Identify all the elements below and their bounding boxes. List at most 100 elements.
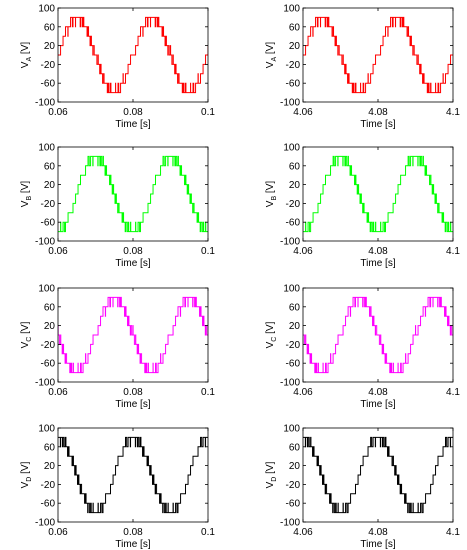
series-line-0 <box>58 296 208 374</box>
y-axis-label-main: V <box>265 200 276 207</box>
x-tick-label: 0.06 <box>48 387 68 398</box>
y-tick-label: -100 <box>280 518 300 529</box>
axes-frame <box>57 146 209 242</box>
x-tick-label: 4.1 <box>446 246 460 257</box>
y-tick-label: 60 <box>289 302 301 313</box>
y-axis-label-sub: B <box>271 196 278 201</box>
y-tick-label: 60 <box>44 442 56 453</box>
y-axis-label-unit: [V] <box>20 321 31 336</box>
y-tick-label: 100 <box>283 4 300 15</box>
y-axis-label-unit: [V] <box>265 461 276 476</box>
y-tick-label: -60 <box>286 359 301 370</box>
x-axis-label: Time [s] <box>360 119 395 130</box>
y-axis-label: VB [V] <box>20 181 33 208</box>
chart-panel-VB-late: -100 -60 -20 20 60 100 4.06 4.08 4.1 Time [s] VB [… <box>265 143 460 270</box>
y-tick-label: -20 <box>41 199 56 210</box>
x-tick-label: 0.06 <box>48 107 68 118</box>
x-axis-label: Time [s] <box>360 258 395 269</box>
y-tick-label: -20 <box>286 60 301 71</box>
chart-panel-VC-early: -100 -60 -20 20 60 100 0.06 0.08 0.1 Time [s] VC [… <box>20 284 215 411</box>
y-tick-label: 100 <box>38 424 55 435</box>
y-axis-label-unit: [V] <box>20 42 31 57</box>
series-line-0 <box>303 155 453 233</box>
y-tick-label: 100 <box>283 143 300 154</box>
y-tick-label: 20 <box>44 180 56 191</box>
y-axis-label-main: V <box>265 481 276 488</box>
x-tick-label: 4.06 <box>293 387 313 398</box>
y-tick-label: -100 <box>280 98 300 109</box>
x-axis-label: Time [s] <box>115 399 150 410</box>
y-tick-label: -60 <box>286 218 301 229</box>
y-tick-label: 100 <box>38 284 55 295</box>
axes-frame <box>302 146 454 242</box>
x-tick-label: 0.1 <box>201 387 215 398</box>
y-tick-label: -60 <box>41 499 56 510</box>
y-tick-label: -20 <box>286 199 301 210</box>
chart-panel-VD-early: -100 -60 -20 20 60 100 0.06 0.08 0.1 Time [s] VD [… <box>20 424 215 550</box>
series-line-0 <box>303 16 453 94</box>
y-tick-label: -20 <box>41 340 56 351</box>
y-axis-label-sub: A <box>271 57 278 62</box>
series-line-0 <box>58 16 208 94</box>
y-axis-label: VD [V] <box>265 461 278 488</box>
axes-frame <box>302 427 454 523</box>
y-axis-label-main: V <box>265 61 276 68</box>
y-tick-label: 100 <box>38 4 55 15</box>
y-axis-label-main: V <box>20 61 31 68</box>
x-tick-label: 4.1 <box>446 107 460 118</box>
y-tick-label: -100 <box>35 98 55 109</box>
x-tick-label: 4.08 <box>368 387 388 398</box>
axes-frame <box>57 427 209 523</box>
y-tick-label: 60 <box>289 442 301 453</box>
x-tick-label: 0.08 <box>123 246 143 257</box>
y-axis-label: VD [V] <box>20 461 33 488</box>
x-axis-label: Time [s] <box>115 539 150 550</box>
y-tick-label: -100 <box>35 237 55 248</box>
x-tick-label: 0.08 <box>123 107 143 118</box>
y-axis-label-sub: B <box>26 196 33 201</box>
chart-panel-VD-late: -100 -60 -20 20 60 100 4.06 4.08 4.1 Time [s] VD [… <box>265 424 460 550</box>
series-line-0 <box>303 436 453 514</box>
chart-panel-VB-early: -100 -60 -20 20 60 100 0.06 0.08 0.1 Time [s] VB [… <box>20 143 215 270</box>
y-tick-label: -60 <box>286 499 301 510</box>
x-axis-label: Time [s] <box>115 119 150 130</box>
y-tick-label: -100 <box>35 378 55 389</box>
y-axis-label: VA [V] <box>20 42 33 69</box>
x-tick-label: 0.06 <box>48 527 68 538</box>
x-tick-label: 4.1 <box>446 527 460 538</box>
y-axis-label: VC [V] <box>265 321 278 348</box>
x-tick-label: 4.08 <box>368 527 388 538</box>
y-axis-label-sub: D <box>271 477 278 482</box>
y-tick-label: -20 <box>41 480 56 491</box>
y-tick-label: -60 <box>41 359 56 370</box>
y-tick-label: -60 <box>286 79 301 90</box>
y-axis-label-main: V <box>20 200 31 207</box>
y-tick-label: -20 <box>41 60 56 71</box>
y-tick-label: -60 <box>41 79 56 90</box>
y-tick-label: 20 <box>44 41 56 52</box>
x-tick-label: 4.08 <box>368 246 388 257</box>
x-axis-label: Time [s] <box>115 258 150 269</box>
x-tick-label: 4.06 <box>293 527 313 538</box>
series-line-0 <box>303 296 453 374</box>
x-tick-label: 4.06 <box>293 107 313 118</box>
chart-panel-VA-early: -100 -60 -20 20 60 100 0.06 0.08 0.1 Time [s] VA [… <box>20 4 215 131</box>
y-tick-label: 20 <box>44 321 56 332</box>
series-line-0 <box>58 155 208 233</box>
y-axis-label-unit: [V] <box>265 42 276 57</box>
y-tick-label: 20 <box>289 461 301 472</box>
y-axis-label-unit: [V] <box>20 181 31 196</box>
y-axis-label-main: V <box>265 341 276 348</box>
y-axis-label: VC [V] <box>20 321 33 348</box>
y-tick-label: 60 <box>44 302 56 313</box>
x-tick-label: 0.08 <box>123 387 143 398</box>
y-tick-label: 100 <box>283 424 300 435</box>
y-tick-label: 20 <box>44 461 56 472</box>
y-tick-label: 20 <box>289 41 301 52</box>
y-axis-label-unit: [V] <box>20 461 31 476</box>
x-axis-label: Time [s] <box>360 399 395 410</box>
y-tick-label: 60 <box>289 161 301 172</box>
x-tick-label: 4.08 <box>368 107 388 118</box>
y-tick-label: -20 <box>286 480 301 491</box>
y-tick-label: 20 <box>289 180 301 191</box>
